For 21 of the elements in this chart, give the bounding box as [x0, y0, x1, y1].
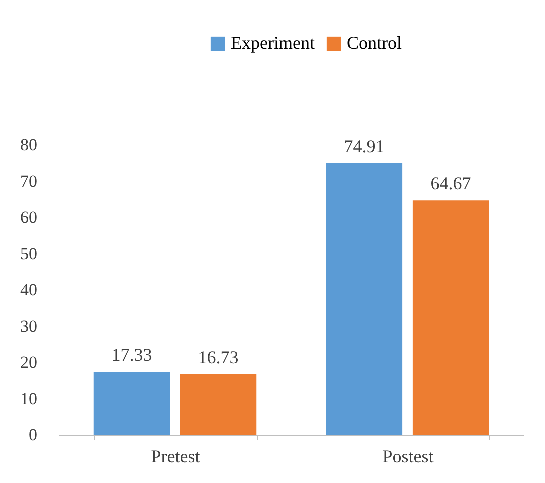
data-label: 74.91 [344, 136, 385, 156]
data-label: 16.73 [198, 347, 239, 368]
y-tick-label: 40 [20, 280, 38, 300]
y-tick-label: 0 [29, 426, 38, 444]
bar [180, 374, 257, 435]
x-tick-label: Postest [382, 446, 434, 466]
y-tick-label: 50 [20, 244, 38, 264]
legend-label: Experiment [231, 33, 315, 53]
y-tick-label: 80 [20, 136, 38, 154]
y-tick-label: 60 [20, 208, 38, 227]
data-label: 64.67 [430, 174, 472, 194]
y-tick-label: 20 [20, 353, 38, 372]
y-tick-label: 70 [20, 172, 38, 191]
y-tick-label: 10 [20, 389, 38, 408]
bar [412, 200, 490, 435]
y-tick-label: 30 [20, 316, 38, 336]
legend-label: Control [347, 33, 402, 53]
bar [94, 372, 170, 435]
data-label: 17.33 [112, 345, 152, 366]
bar [326, 163, 403, 435]
x-tick-label: Pretest [151, 446, 200, 466]
